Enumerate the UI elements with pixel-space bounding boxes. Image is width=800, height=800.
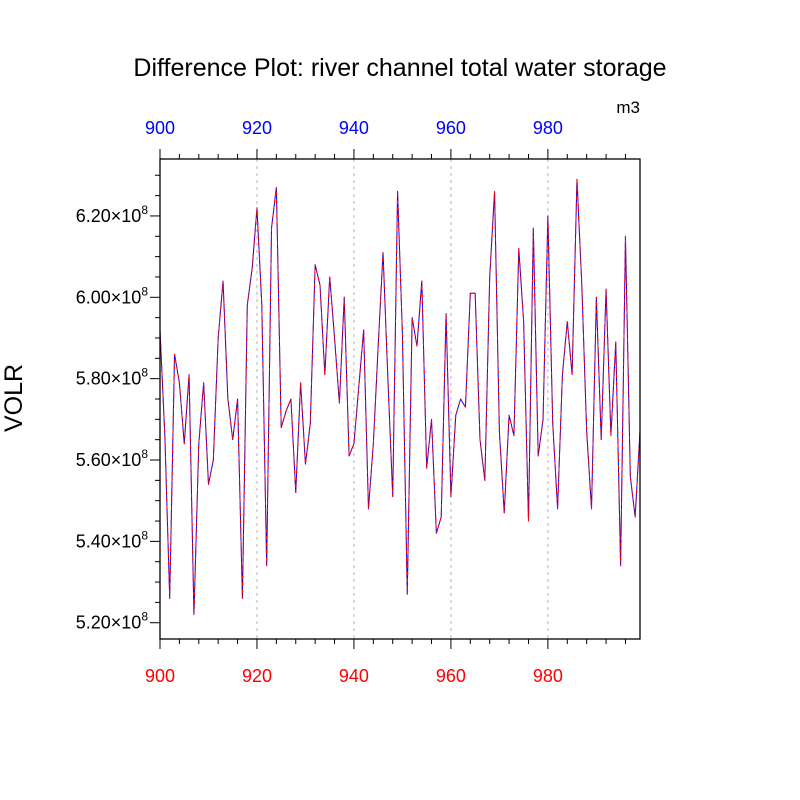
plot-lines [159,178,641,616]
y-tick-label: 6.00×108 [76,284,149,307]
y-tick-label: 6.20×108 [76,203,149,226]
y-tick-label: 5.60×108 [76,447,149,470]
x-tick-label-bottom: 960 [436,666,466,686]
x-tick-label-bottom: 980 [533,666,563,686]
units-label: m3 [616,98,640,117]
y-tick-label: 5.40×108 [76,528,149,551]
plot-frame [159,158,641,640]
x-tick-label-bottom: 920 [242,666,272,686]
series-line-case [159,178,641,616]
y-tick-label: 5.80×108 [76,366,149,389]
y-tick-label: 5.20×108 [76,610,149,633]
x-tick-label-top: 960 [436,118,466,138]
x-tick-label-bottom: 940 [339,666,369,686]
series-line-control [159,178,641,616]
y-axis-label: VOLR [0,364,28,432]
x-tick-label-top: 940 [339,118,369,138]
axis-ticks [150,149,626,649]
grid-lines [256,159,549,639]
x-tick-label-bottom: 900 [145,666,175,686]
x-tick-label-top: 900 [145,118,175,138]
x-tick-label-top: 920 [242,118,272,138]
tick-labels: 900 900 920 920 940 940 960 960 980 980 5.20×108 5.… [76,118,563,686]
x-tick-label-top: 980 [533,118,563,138]
chart-title: Difference Plot: river channel total wat… [133,54,666,82]
